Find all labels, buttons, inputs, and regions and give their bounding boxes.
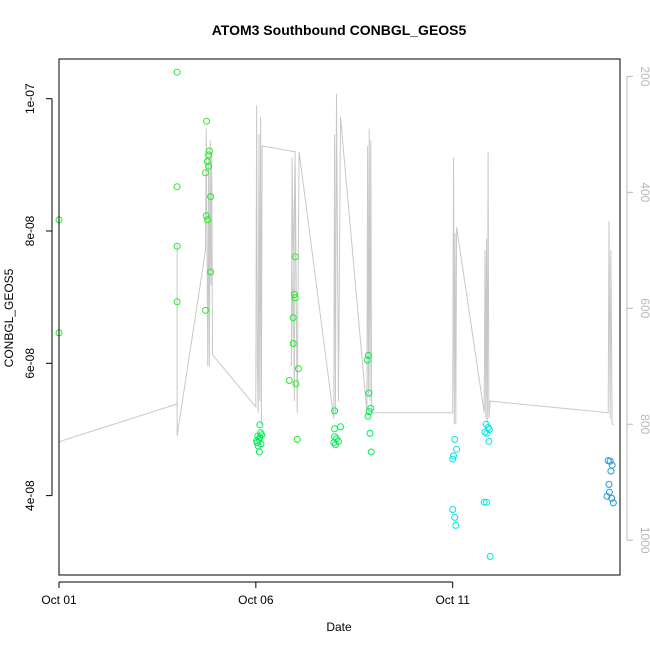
data-point <box>173 68 181 76</box>
data-point <box>605 480 613 488</box>
y-tick-label: 8e-08 <box>23 215 37 246</box>
x-tick-label: Oct 06 <box>238 593 274 607</box>
data-point <box>173 298 181 306</box>
data-point <box>364 412 372 420</box>
altitude-series <box>58 93 615 443</box>
data-point <box>203 117 211 125</box>
data-point <box>290 291 298 298</box>
data-point <box>256 421 264 429</box>
data-point <box>289 314 297 322</box>
data-point <box>449 455 457 463</box>
data-point <box>255 448 263 456</box>
data-point <box>480 498 488 506</box>
data-point <box>603 492 611 500</box>
y-tick-label: 1e-07 <box>23 83 37 114</box>
x-tick-label: Oct 11 <box>435 593 470 607</box>
y-tick-label: 6e-08 <box>23 348 37 379</box>
data-point <box>173 242 181 250</box>
scatter-points <box>55 68 617 560</box>
data-point <box>331 441 339 449</box>
data-point <box>253 437 261 445</box>
data-point <box>203 216 211 224</box>
data-point <box>606 457 614 465</box>
y2-axis: 200 400 600 800 1000 <box>626 66 650 554</box>
data-point <box>367 404 375 412</box>
data-point <box>366 429 374 437</box>
data-point <box>485 437 493 445</box>
data-point <box>289 340 297 347</box>
data-point <box>202 212 210 220</box>
chart-title: ATOM3 Southbound CONBGL_GEOS5 <box>212 22 467 38</box>
data-point <box>285 377 293 384</box>
data-point <box>609 499 617 507</box>
data-point <box>291 294 299 302</box>
data-point <box>486 553 494 560</box>
data-point <box>450 452 457 460</box>
data-point <box>202 306 209 314</box>
data-point <box>451 513 459 521</box>
plot-frame <box>58 58 621 576</box>
data-point <box>258 431 266 439</box>
data-point <box>292 380 300 388</box>
data-point <box>451 435 459 443</box>
x-axis: Oct 01 Oct 06 Oct 11 <box>41 581 470 607</box>
y-tick-label: 4e-08 <box>23 480 37 511</box>
data-point <box>453 445 461 453</box>
data-point <box>207 268 215 276</box>
data-point <box>364 351 372 359</box>
data-point <box>173 183 181 191</box>
data-point <box>483 498 490 506</box>
data-point <box>363 356 371 364</box>
y2-tick-label: 1000 <box>638 527 650 554</box>
y2-tick-label: 600 <box>638 298 650 318</box>
y-axis: 4e-08 6e-08 8e-08 1e-07 <box>23 83 53 511</box>
data-point <box>202 169 209 177</box>
x-tick-label: Oct 01 <box>41 593 77 607</box>
data-point <box>254 432 262 440</box>
data-point <box>607 467 615 475</box>
data-point <box>449 506 457 513</box>
y2-tick-label: 200 <box>638 66 650 86</box>
data-point <box>365 408 373 416</box>
data-point <box>205 162 213 170</box>
data-point <box>207 193 215 201</box>
y2-tick-label: 800 <box>638 414 650 434</box>
data-point <box>293 435 301 443</box>
data-point <box>365 389 373 397</box>
data-point <box>485 426 493 433</box>
data-point <box>257 440 265 448</box>
x-axis-label: Date <box>326 620 352 634</box>
data-point <box>608 494 616 502</box>
data-point <box>203 158 211 165</box>
data-point <box>331 425 339 433</box>
y2-tick-label: 400 <box>638 182 650 202</box>
data-point <box>291 253 299 261</box>
altitude-line <box>58 93 615 443</box>
data-point <box>330 439 338 447</box>
data-point <box>331 407 339 415</box>
data-point <box>205 147 213 155</box>
y-axis-label: CONBGL_GEOS5 <box>2 268 16 367</box>
data-point <box>367 448 375 456</box>
data-point <box>452 521 460 529</box>
data-point <box>294 365 302 373</box>
data-point <box>337 423 344 431</box>
data-point <box>205 151 213 159</box>
